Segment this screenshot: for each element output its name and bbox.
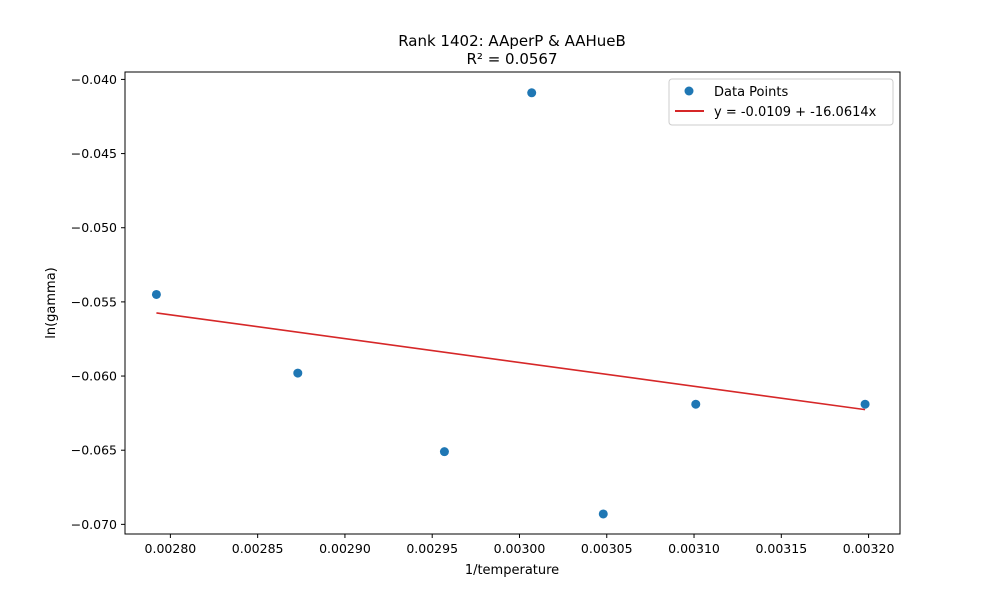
y-tick-label: −0.055 (71, 294, 117, 309)
y-axis-ticks: −0.040 −0.045 −0.050 −0.055 −0.060 −0.065 −0.0… (71, 72, 125, 532)
chart-subtitle: R² = 0.0567 (466, 50, 557, 68)
x-tick-label: 0.00295 (406, 541, 458, 556)
x-tick-label: 0.00300 (494, 541, 546, 556)
data-point (691, 399, 701, 409)
legend-label-data-points: Data Points (714, 85, 788, 100)
x-axis-ticks: 0.00280 0.00285 0.00290 0.00295 0.00300 0.003… (145, 534, 895, 556)
legend-box (668, 78, 894, 126)
data-point (598, 509, 608, 519)
x-tick-label: 0.00290 (319, 541, 371, 556)
data-point (860, 399, 870, 409)
x-tick-label: 0.00315 (755, 541, 807, 556)
x-tick-label: 0.00320 (843, 541, 895, 556)
legend-label-regression: y = -0.0109 + -16.0614x (714, 105, 877, 120)
y-tick-label: −0.040 (71, 72, 117, 87)
legend: Data Points y = -0.0109 + -16.0614x (668, 78, 894, 126)
regression-line (156, 312, 866, 411)
y-axis-label: ln(gamma) (44, 267, 59, 339)
x-axis-label: 1/temperature (465, 563, 559, 578)
data-point (151, 289, 161, 299)
y-tick-label: −0.060 (71, 369, 117, 384)
chart-title: Rank 1402: AAperP & AAHueB (398, 32, 626, 50)
legend-scatter-marker (684, 86, 694, 96)
y-tick-label: −0.070 (71, 517, 117, 532)
x-tick-label: 0.00285 (232, 541, 284, 556)
y-tick-label: −0.045 (71, 146, 117, 161)
x-tick-label: 0.00310 (668, 541, 720, 556)
x-tick-label: 0.00305 (581, 541, 633, 556)
x-tick-label: 0.00280 (145, 541, 197, 556)
data-point (439, 447, 449, 457)
data-point (293, 368, 303, 378)
y-tick-label: −0.050 (71, 220, 117, 235)
data-point (527, 88, 537, 98)
plot-frame (124, 71, 901, 535)
y-tick-label: −0.065 (71, 443, 117, 458)
plot-marks (151, 88, 870, 519)
